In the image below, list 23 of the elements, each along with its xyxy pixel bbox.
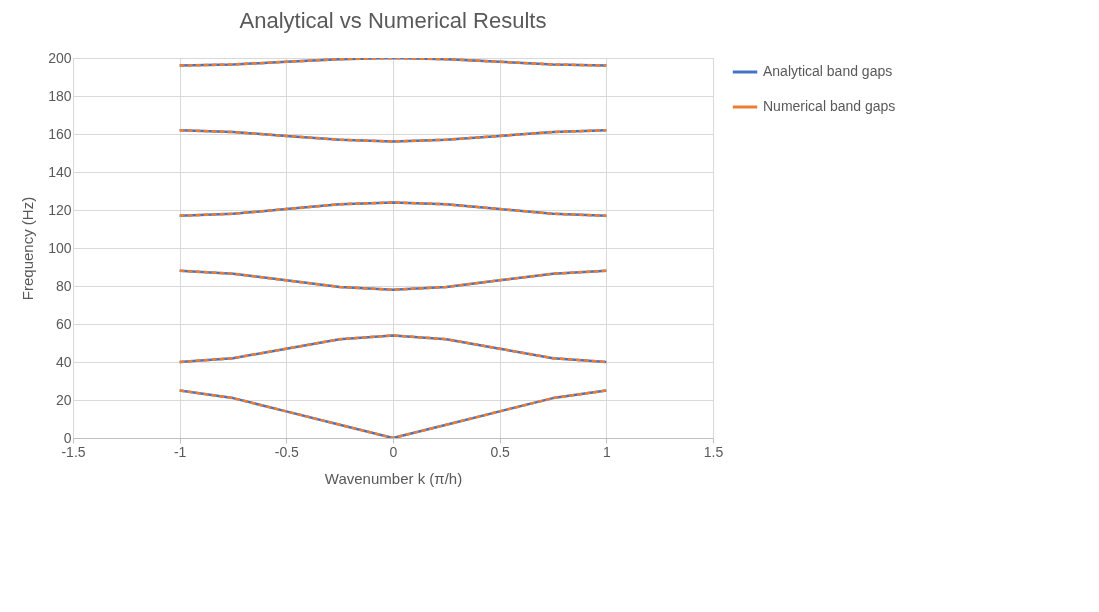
y-tick-label: 200	[48, 49, 72, 66]
x-tick-label: 0	[389, 443, 398, 460]
x-tick-label: -0.5	[274, 443, 300, 460]
x-axis-title: Wavenumber k (π/h)	[324, 469, 463, 487]
y-tick-label: 120	[48, 201, 72, 218]
y-tick-label: 140	[48, 163, 72, 180]
x-tick-label: 1	[602, 443, 611, 460]
legend-label: Analytical band gaps	[763, 63, 893, 79]
y-tick-label: 160	[48, 125, 72, 142]
y-tick-label: 40	[55, 353, 72, 370]
x-tick-label: 0.5	[490, 443, 511, 460]
y-tick-label: 0	[63, 429, 72, 446]
x-tick-label: 1.5	[703, 443, 724, 460]
y-tick-label: 60	[55, 315, 72, 332]
legend-label: Numerical band gaps	[763, 98, 896, 114]
chart-title: Analytical vs Numerical Results	[239, 8, 547, 33]
x-tick-label: -1.5	[61, 443, 86, 460]
y-tick-label: 100	[48, 239, 72, 256]
y-tick-label: 20	[55, 391, 72, 408]
x-tick-label: -1	[173, 443, 187, 460]
y-tick-label: 80	[55, 277, 72, 294]
y-axis-title: Frequency (Hz)	[19, 196, 37, 301]
y-tick-label: 180	[48, 87, 72, 104]
